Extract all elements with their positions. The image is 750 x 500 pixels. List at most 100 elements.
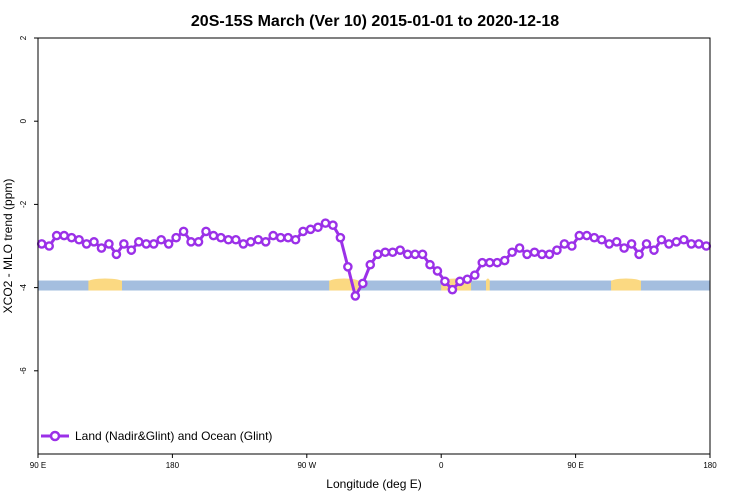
x-tick-label-2: 90 W — [297, 461, 316, 470]
ocean-band — [38, 280, 710, 291]
data-point — [589, 232, 600, 243]
data-point — [335, 232, 346, 243]
data-point — [89, 237, 99, 247]
legend-marker — [49, 430, 61, 442]
data-point — [544, 249, 555, 260]
data-point — [74, 234, 84, 245]
data-point — [440, 276, 450, 287]
y-tick-label-0: 2 — [19, 35, 28, 40]
data-point — [596, 234, 607, 245]
data-point — [59, 230, 69, 241]
data-point — [425, 259, 435, 270]
y-tick-label-1: 0 — [19, 118, 28, 123]
data-point — [686, 239, 697, 249]
land-segment-0 — [88, 280, 122, 291]
data-point — [701, 241, 712, 251]
data-point — [298, 226, 308, 237]
data-point — [275, 232, 286, 243]
x-axis-label: Longitude (deg E) — [326, 477, 421, 491]
data-point — [104, 239, 114, 249]
data-point — [141, 239, 152, 249]
data-point — [156, 234, 166, 245]
data-point — [634, 249, 644, 260]
data-point — [402, 249, 413, 260]
x-tick-label-3: 0 — [439, 461, 444, 470]
data-point — [664, 239, 674, 249]
data-point — [186, 237, 196, 247]
x-tick-label-5: 180 — [703, 461, 717, 470]
data-point — [417, 249, 428, 260]
data-point — [410, 249, 420, 260]
data-point — [567, 241, 577, 251]
legend-label: Land (Nadir&Glint) and Ocean (Glint) — [75, 429, 272, 443]
data-point — [133, 237, 144, 247]
land-bump-4 — [611, 278, 641, 285]
data-point — [552, 245, 562, 255]
data-point — [619, 243, 629, 253]
data-point — [231, 234, 241, 245]
data-point — [679, 234, 689, 245]
data-point — [328, 220, 338, 230]
data-point — [447, 284, 458, 295]
data-point — [44, 241, 55, 251]
chart-title: 20S-15S March (Ver 10) 2015-01-01 to 202… — [191, 13, 559, 30]
data-point — [492, 257, 503, 268]
y-axis-label: XCO2 - MLO trend (ppm) — [1, 179, 15, 314]
data-point — [36, 239, 47, 249]
data-point — [66, 232, 77, 243]
data-point — [529, 247, 540, 258]
data-point — [201, 226, 211, 237]
data-point — [81, 239, 92, 249]
data-point — [611, 237, 622, 247]
y-axis: 2 0 -2 -4 -6 — [19, 35, 38, 374]
data-point — [320, 218, 331, 228]
data-point — [537, 249, 547, 260]
land-bump-1 — [329, 278, 360, 285]
data-point — [51, 230, 62, 241]
data-point — [380, 247, 391, 258]
data-point — [350, 291, 361, 301]
data-point — [522, 249, 532, 260]
data-point — [216, 232, 226, 243]
land-segment-1 — [329, 280, 360, 291]
data-point — [559, 239, 570, 249]
data-point — [574, 230, 585, 241]
data-point — [582, 230, 592, 241]
data-point — [484, 257, 495, 268]
data-point — [260, 237, 271, 247]
data-point — [208, 230, 219, 241]
data-point — [395, 245, 405, 255]
x-tick-label-0: 90 E — [30, 461, 46, 470]
data-point — [305, 224, 316, 235]
data-point — [171, 232, 181, 243]
data-point — [469, 270, 480, 280]
y-tick-label-2: -2 — [19, 200, 28, 208]
data-point — [671, 237, 682, 247]
x-tick-label-4: 90 E — [567, 461, 583, 470]
data-point — [238, 239, 249, 249]
data-point — [253, 234, 264, 245]
data-point — [163, 239, 174, 249]
data-point — [223, 234, 234, 245]
land-segment-3 — [486, 280, 490, 291]
data-point — [365, 259, 376, 270]
data-point — [477, 257, 488, 268]
data-point — [641, 239, 652, 249]
data-point — [119, 239, 129, 249]
data-point — [694, 239, 704, 249]
legend: Land (Nadir&Glint) and Ocean (Glint) — [41, 429, 272, 443]
data-point — [656, 234, 667, 245]
data-point — [290, 234, 301, 245]
land-bump-3 — [486, 278, 490, 285]
data-point — [514, 243, 525, 253]
plot-frame — [37, 37, 711, 455]
data-point — [499, 255, 510, 266]
x-axis: 90 E 180 90 W 0 90 E 180 — [30, 454, 717, 470]
data-point — [313, 222, 323, 233]
data-point — [343, 261, 353, 272]
y-tick-label-4: -6 — [19, 367, 28, 375]
x-tick-label-1: 180 — [166, 461, 180, 470]
data-point — [507, 247, 517, 258]
series-layer — [36, 218, 712, 301]
